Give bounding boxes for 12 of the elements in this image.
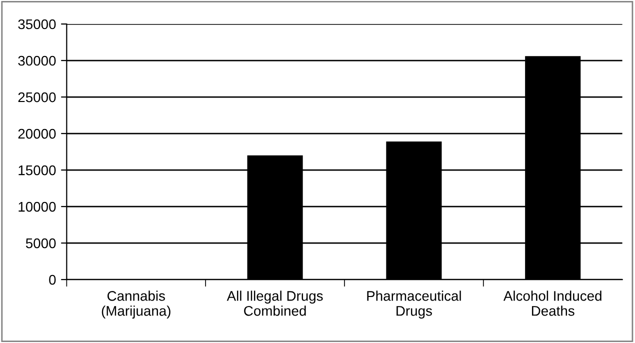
y-tick-label: 10000	[18, 202, 56, 212]
x-tick-label: Alcohol Induced Deaths	[503, 290, 602, 316]
x-tick-label: Cannabis (Marijuana)	[102, 290, 170, 319]
y-tick-label: 15000	[18, 165, 56, 176]
y-tick-label: 5000	[26, 238, 56, 248]
y-tick-label: 35000	[18, 19, 56, 30]
x-tick-label: Pharmaceutical Drugs	[367, 290, 461, 319]
y-tick-label: 0	[49, 274, 56, 285]
y-tick-label: 30000	[18, 56, 56, 66]
y-tick-label: 25000	[18, 92, 56, 102]
x-tick-label: All Illegal Drugs Combined	[226, 290, 323, 316]
y-tick-label: 20000	[18, 128, 56, 139]
